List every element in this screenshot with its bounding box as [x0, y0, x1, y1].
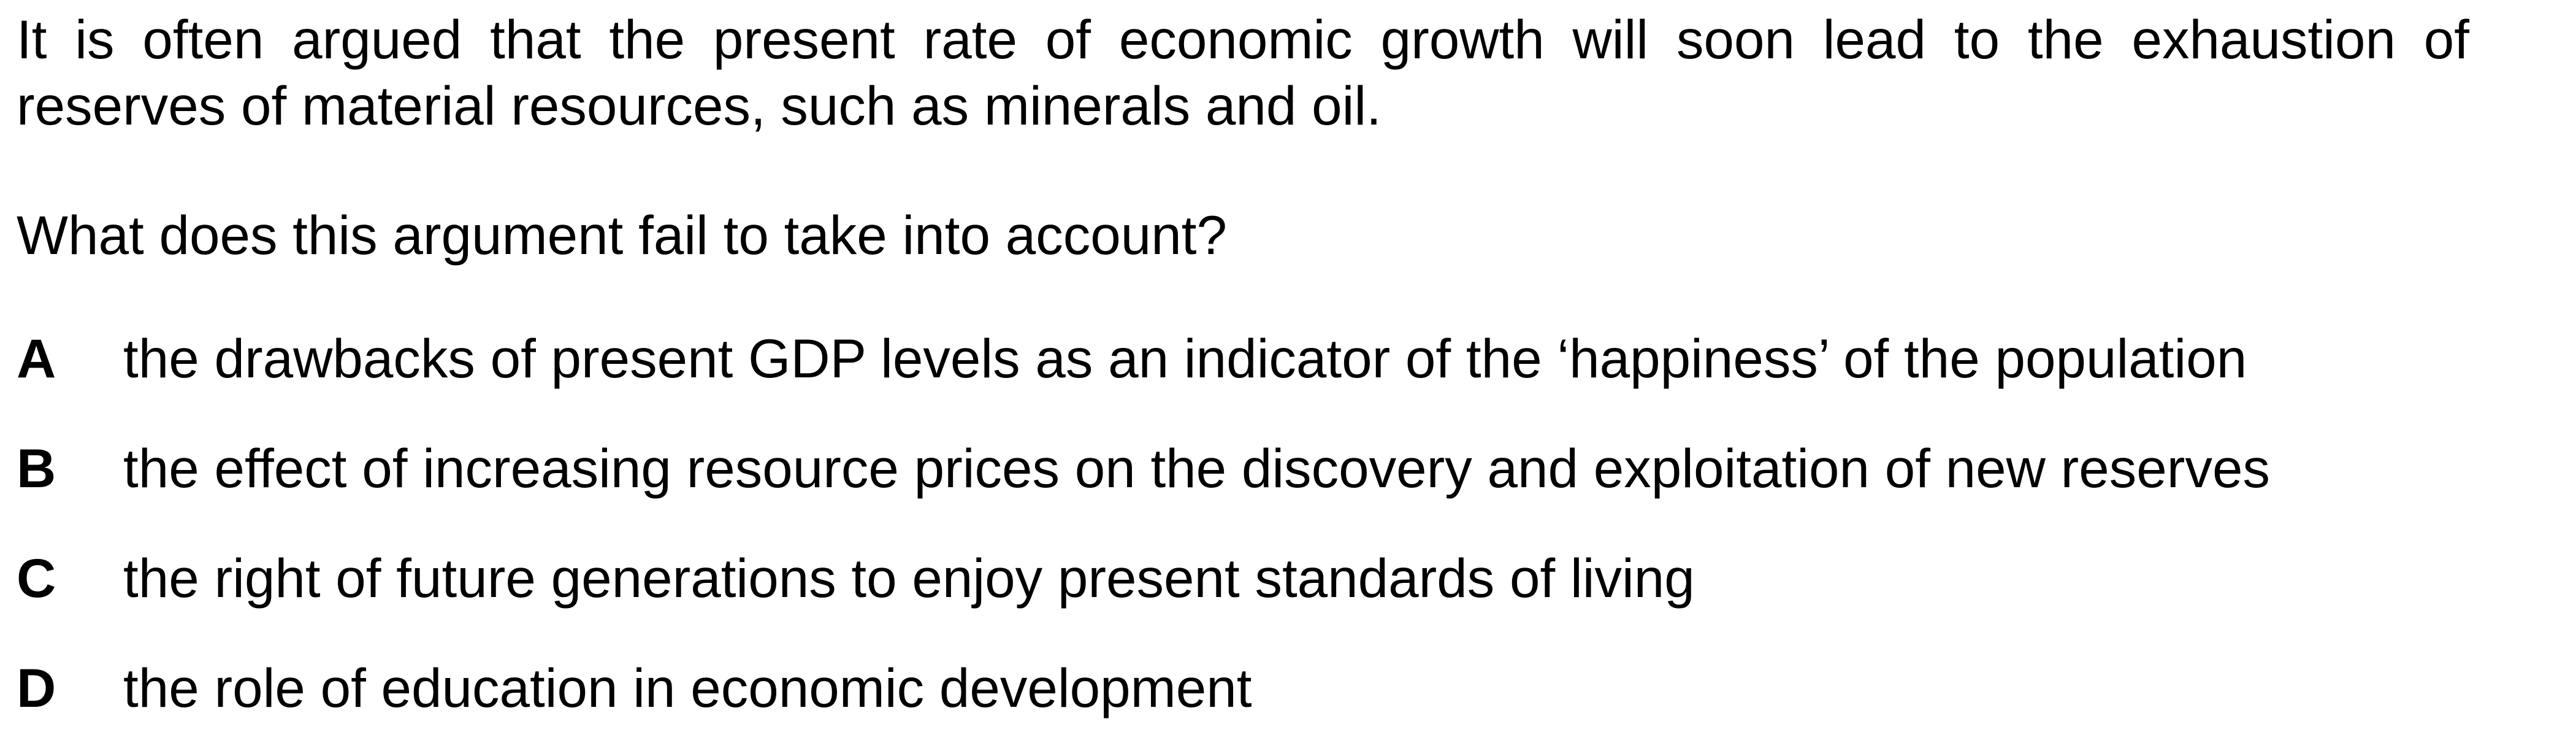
option-letter: C: [17, 547, 56, 609]
option-text: the right of future generations to enjoy…: [123, 547, 1695, 609]
option-letter: B: [17, 437, 56, 499]
option-text: the effect of increasing resource prices…: [123, 437, 2270, 499]
option-letter: A: [17, 328, 56, 389]
question-stem: It is often argued that the present rate…: [17, 9, 2469, 136]
option-text: the drawbacks of present GDP levels as a…: [123, 328, 2247, 389]
option-letter: D: [17, 657, 56, 719]
option-text: the role of education in economic develo…: [123, 657, 1252, 719]
question-prompt: What does this argument fail to take int…: [17, 204, 1227, 266]
